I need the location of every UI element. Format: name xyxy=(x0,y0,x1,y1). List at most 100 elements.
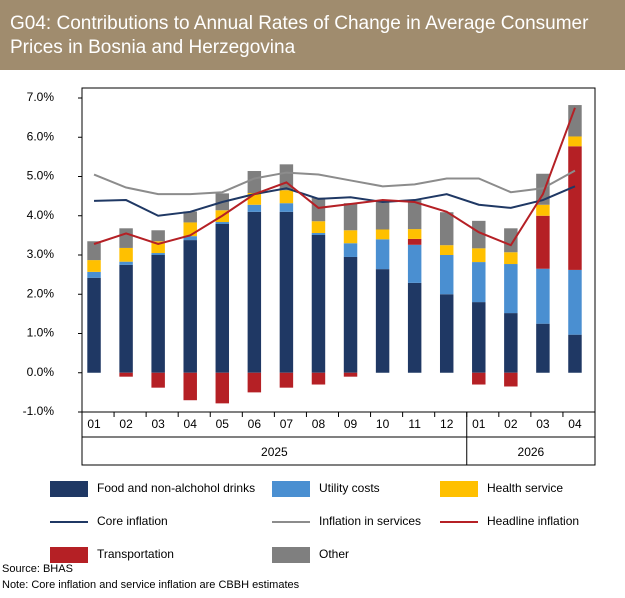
x-tick-label: 12 xyxy=(440,417,454,431)
bar-segment xyxy=(472,372,486,385)
bar-segment xyxy=(87,277,101,373)
bar-segment xyxy=(247,171,262,193)
x-tick-label: 03 xyxy=(151,417,165,431)
bar-segment xyxy=(568,105,582,137)
legend-label: Other xyxy=(319,547,349,561)
bar-segment xyxy=(504,372,518,387)
bar-segment xyxy=(343,372,358,377)
bar-segment xyxy=(279,203,294,212)
bar-segment xyxy=(119,372,133,377)
x-tick-label: 03 xyxy=(536,417,550,431)
bar-segment xyxy=(375,239,390,270)
legend-swatch xyxy=(50,481,88,497)
y-tick-label: 5.0% xyxy=(27,169,55,183)
y-tick-label: 2.0% xyxy=(27,286,55,300)
bar-segment xyxy=(151,255,165,373)
bar-segment xyxy=(536,215,550,269)
bar-segment xyxy=(119,228,133,248)
source: Source: BHAS xyxy=(2,563,73,575)
legend-label: Health service xyxy=(487,481,563,495)
bar-segment xyxy=(311,372,326,385)
bar-segment xyxy=(439,212,454,246)
bar-segment xyxy=(215,222,230,224)
bar-segment xyxy=(247,204,262,212)
bar-segment xyxy=(247,211,262,373)
legend-label: Inflation in services xyxy=(319,514,421,528)
bar-segment xyxy=(568,136,582,147)
group-label: 2026 xyxy=(518,445,545,459)
x-tick-label: 04 xyxy=(184,417,198,431)
bar-segment xyxy=(407,238,422,245)
legend-swatch xyxy=(50,547,88,563)
legend-label: Headline inflation xyxy=(487,514,579,528)
bar-segment xyxy=(279,211,294,373)
bar-segment xyxy=(151,253,165,255)
x-tick-label: 07 xyxy=(280,417,294,431)
x-tick-label: 04 xyxy=(568,417,582,431)
bar-segment xyxy=(279,190,294,204)
y-tick-label: 0.0% xyxy=(27,365,55,379)
y-tick-label: 3.0% xyxy=(27,247,55,261)
bar-segment xyxy=(119,247,133,262)
bar-segment xyxy=(343,243,358,257)
chart-title: G04: Contributions to Annual Rates of Ch… xyxy=(0,0,625,70)
legend-label: Food and non-alchohol drinks xyxy=(97,481,255,495)
x-tick-label: 01 xyxy=(472,417,486,431)
bar-segment xyxy=(407,244,422,283)
bar-segment xyxy=(183,222,197,237)
bar-segment xyxy=(247,372,262,393)
bar-segment xyxy=(151,241,165,254)
x-tick-label: 06 xyxy=(248,417,262,431)
bar-segment xyxy=(215,372,230,404)
bar-segment xyxy=(343,230,358,244)
bar-segment xyxy=(568,146,582,270)
bar-segment xyxy=(311,197,326,222)
y-tick-label: 1.0% xyxy=(27,326,55,340)
bar-segment xyxy=(215,223,230,373)
bar-segment xyxy=(343,203,358,231)
x-tick-label: 01 xyxy=(87,417,101,431)
bar-segment xyxy=(87,241,101,261)
bar-segment xyxy=(472,248,486,263)
line-series xyxy=(93,169,576,196)
bar-segment xyxy=(504,252,518,265)
bar-segment xyxy=(87,260,101,272)
legend-swatch xyxy=(440,481,478,497)
bar-segment xyxy=(472,262,486,303)
group-label: 2025 xyxy=(261,445,288,459)
bar-segment xyxy=(119,264,133,373)
x-tick-label: 09 xyxy=(344,417,358,431)
bar-segment xyxy=(375,202,390,230)
bar-segment xyxy=(87,271,101,278)
bar-segment xyxy=(183,372,197,401)
legend-label: Core inflation xyxy=(97,514,168,528)
bar-segment xyxy=(375,229,390,240)
bar-segment xyxy=(183,211,197,223)
legend-label: Utility costs xyxy=(319,481,380,495)
bar-segment xyxy=(311,221,326,234)
bar-segment xyxy=(407,229,422,239)
bar-segment xyxy=(343,256,358,373)
x-tick-label: 05 xyxy=(216,417,230,431)
bar-segment xyxy=(504,313,518,373)
bar-segment xyxy=(568,334,582,373)
bar-segment xyxy=(407,282,422,373)
bar-segment xyxy=(472,302,486,373)
x-tick-label: 10 xyxy=(376,417,390,431)
bar-segment xyxy=(183,236,197,241)
bar-segment xyxy=(183,240,197,373)
legend-swatch xyxy=(272,547,310,563)
bar-segment xyxy=(247,192,262,205)
x-tick-label: 08 xyxy=(312,417,326,431)
bar-segment xyxy=(279,372,294,388)
x-tick-label: 02 xyxy=(504,417,518,431)
bar-segment xyxy=(151,230,165,242)
bar-segment xyxy=(439,245,454,255)
legend-label: Transportation xyxy=(97,547,174,561)
bar-segment xyxy=(536,268,550,324)
y-tick-label: -1.0% xyxy=(23,404,55,418)
bar-segment xyxy=(536,323,550,373)
note: Note: Core inflation and service inflati… xyxy=(2,579,300,591)
